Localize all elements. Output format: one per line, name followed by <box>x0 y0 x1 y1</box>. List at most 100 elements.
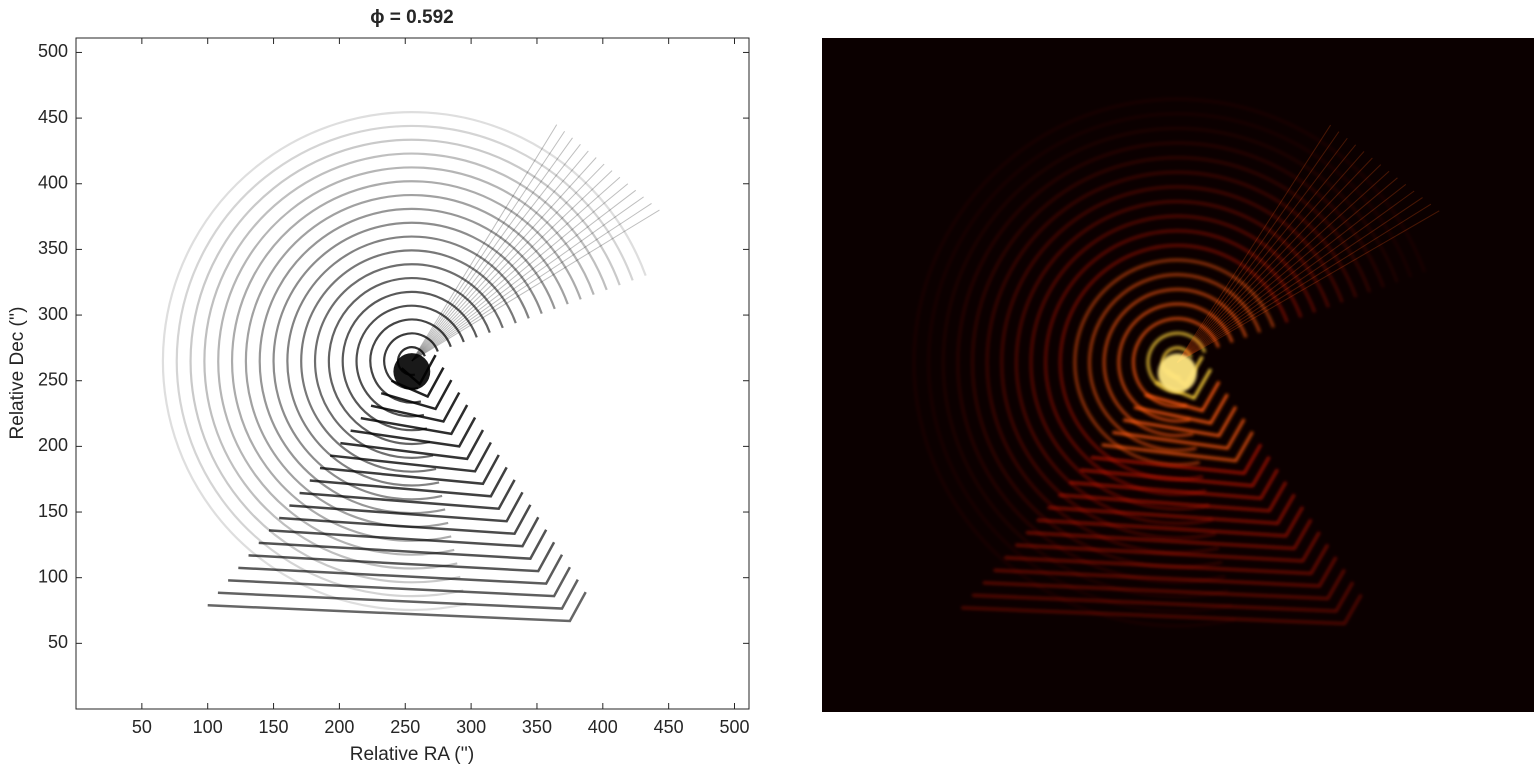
stripe <box>228 566 571 598</box>
x-tick-label: 450 <box>654 717 684 737</box>
stripe <box>207 591 587 623</box>
fan-ray <box>411 163 605 362</box>
arc <box>383 332 439 390</box>
arc <box>230 180 582 542</box>
stripe <box>1026 518 1313 550</box>
x-tick-label: 200 <box>324 717 354 737</box>
fan-ray <box>1176 177 1398 363</box>
fan-ray <box>411 209 660 362</box>
arc <box>985 170 1358 555</box>
fan-ray <box>411 196 644 362</box>
y-tick-label: 50 <box>48 632 68 652</box>
x-tick-label: 300 <box>456 717 486 737</box>
fan-ray <box>1176 144 1357 363</box>
stripe <box>268 516 540 548</box>
x-tick-label: 350 <box>522 717 552 737</box>
arc <box>927 112 1413 613</box>
arc <box>1044 229 1303 496</box>
stripe <box>248 541 556 573</box>
stripe <box>380 379 453 411</box>
fan-ray <box>1176 124 1331 363</box>
core <box>393 353 431 390</box>
arc <box>1117 302 1234 423</box>
fan-ray <box>411 183 629 362</box>
arc <box>189 138 621 584</box>
arc <box>217 166 595 556</box>
stripe <box>309 466 508 498</box>
stripe <box>1112 418 1246 450</box>
fan-ray <box>1177 190 1415 363</box>
stripe <box>319 454 500 486</box>
fan-ray <box>411 189 637 362</box>
stripe <box>1036 506 1304 538</box>
stripe <box>1047 493 1296 525</box>
stripe <box>289 491 524 523</box>
stripe <box>258 529 548 560</box>
fan-ray <box>411 144 581 362</box>
fan-ray <box>411 124 558 362</box>
fan-ray <box>411 203 652 362</box>
y-tick-label: 300 <box>38 304 68 324</box>
stripe <box>217 579 579 610</box>
fan-ray <box>411 170 613 362</box>
x-axis-label: Relative RA ('') <box>350 744 474 765</box>
fan-ray <box>1177 210 1440 363</box>
x-tick-label: 500 <box>719 717 749 737</box>
arc <box>970 156 1372 569</box>
arc <box>956 141 1385 584</box>
y-tick-label: 100 <box>38 566 68 586</box>
arc <box>1102 287 1248 438</box>
stripe <box>1004 543 1330 576</box>
arc <box>244 193 569 529</box>
stripe <box>370 391 461 423</box>
arc <box>1014 200 1330 525</box>
stripe <box>982 568 1346 601</box>
arc <box>1088 273 1262 452</box>
y-tick-label: 400 <box>38 173 68 193</box>
fan-ray <box>1177 203 1432 363</box>
stripe <box>340 429 485 461</box>
arc <box>941 126 1399 599</box>
stripe <box>330 441 492 473</box>
left-axes-box <box>75 37 750 710</box>
fan-ray <box>1176 164 1382 363</box>
fan-ray <box>1176 137 1348 363</box>
stripe <box>1144 380 1221 413</box>
stripe <box>1123 405 1238 438</box>
stripe <box>360 404 469 436</box>
x-tick-label: 50 <box>132 717 152 737</box>
core <box>1157 353 1197 393</box>
fan-ray <box>1176 170 1390 363</box>
fan-ray <box>411 176 621 362</box>
stripe <box>238 554 564 585</box>
arc <box>175 124 634 598</box>
fan-ray <box>1177 197 1423 363</box>
x-tick-label: 400 <box>588 717 618 737</box>
stripe <box>961 593 1363 626</box>
stripe <box>1058 481 1288 513</box>
arc <box>258 207 556 515</box>
fan-ray <box>411 130 566 362</box>
arc <box>369 318 452 404</box>
y-tick-label: 250 <box>38 369 68 389</box>
grayscale-image <box>161 111 660 623</box>
stripe <box>1133 393 1229 425</box>
arc <box>203 152 608 570</box>
arc <box>161 111 647 612</box>
fan-ray <box>1176 157 1373 363</box>
x-tick-label: 250 <box>390 717 420 737</box>
fan-ray <box>411 157 597 362</box>
y-tick-label: 450 <box>38 107 68 127</box>
stripe <box>1090 443 1263 475</box>
arc <box>1073 258 1275 467</box>
y-tick-label: 500 <box>38 41 68 61</box>
stripe <box>1079 456 1271 488</box>
stripe <box>1069 468 1279 500</box>
chart-title: ϕ = 0.592 <box>370 7 453 28</box>
fan-ray <box>1176 151 1365 363</box>
x-tick-label: 150 <box>259 717 289 737</box>
hot-image <box>912 97 1440 628</box>
y-tick-label: 200 <box>38 435 68 455</box>
stripe <box>972 581 1355 613</box>
